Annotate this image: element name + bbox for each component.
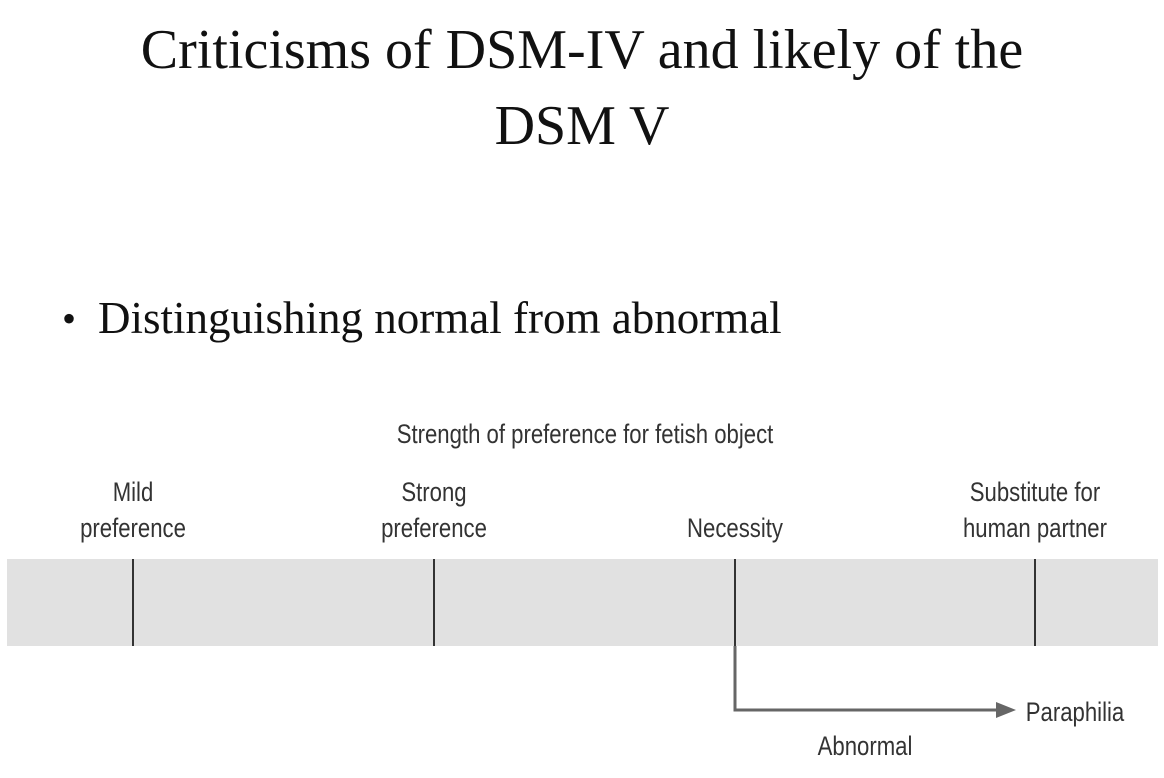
diagram-heading: Strength of preference for fetish object — [396, 419, 774, 449]
slide-title: Criticisms of DSM-IV and likely of the D… — [0, 12, 1164, 164]
level-label-mild: Mild preference — [51, 474, 215, 546]
level-label-line: Necessity — [687, 513, 783, 543]
level-label-strong: Strong preference — [352, 474, 516, 546]
arrow-head-icon — [996, 702, 1016, 718]
abnormal-label: Abnormal — [817, 731, 913, 761]
title-line-2: DSM V — [494, 95, 670, 157]
paraphilia-label: Paraphilia — [1025, 697, 1125, 727]
title-line-1: Criticisms of DSM-IV and likely of the — [140, 19, 1024, 81]
level-label-line: Substitute for — [969, 477, 1101, 507]
level-label-line: human partner — [962, 513, 1107, 543]
arrow-line — [733, 646, 1000, 712]
level-label-line: Mild — [112, 477, 154, 507]
scale-tick-mild — [132, 559, 134, 646]
scale-tick-strong — [433, 559, 435, 646]
bullet-icon: • — [62, 295, 77, 341]
bullet-item: • Distinguishing normal from abnormal — [62, 292, 782, 344]
level-label-line: Strong — [401, 477, 467, 507]
scale-tick-necessity — [734, 559, 736, 646]
level-label-line: preference — [80, 513, 186, 543]
scale-tick-substitute — [1034, 559, 1036, 646]
preference-scale-band — [7, 559, 1158, 646]
level-label-necessity: Necessity — [653, 474, 817, 546]
level-label-line: preference — [381, 513, 487, 543]
level-label-substitute: Substitute for human partner — [945, 474, 1125, 546]
bullet-text: Distinguishing normal from abnormal — [98, 293, 782, 343]
